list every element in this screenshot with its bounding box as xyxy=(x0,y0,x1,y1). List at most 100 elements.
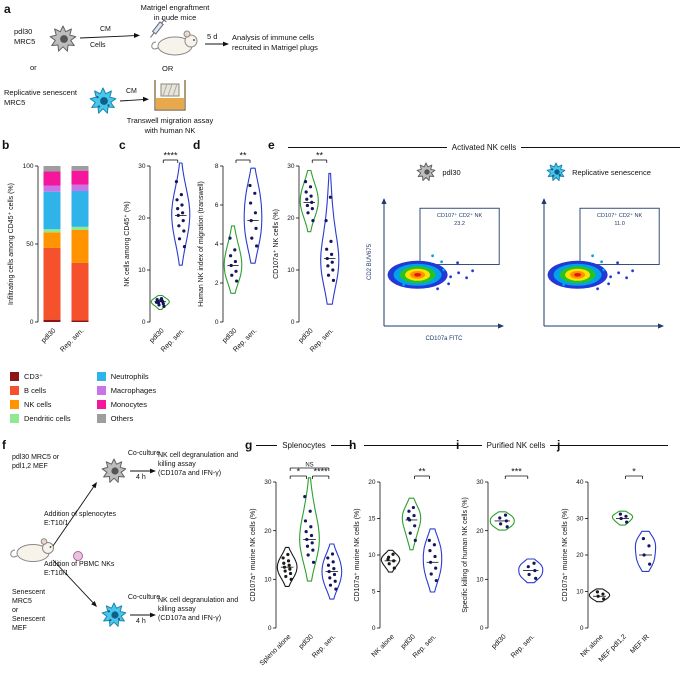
legend-item: Others xyxy=(96,414,156,423)
legend-swatch xyxy=(96,400,106,409)
svg-text:30: 30 xyxy=(264,479,272,486)
svg-text:11.0: 11.0 xyxy=(614,221,624,227)
purified-nk-header-text: Purified NK cells xyxy=(486,441,546,450)
panel-label-e: e xyxy=(268,138,275,152)
legend-label: Others xyxy=(110,414,134,423)
cell-to-mouse-arrow xyxy=(79,33,140,39)
senescent-cell-icon-small xyxy=(546,162,566,181)
legend-column-2: Neutrophils Macrophages Monocytes Others xyxy=(96,372,156,423)
svg-text:20: 20 xyxy=(138,215,146,222)
svg-text:*: * xyxy=(297,467,301,477)
pbmc-icon xyxy=(73,551,83,561)
svg-text:20: 20 xyxy=(368,479,376,486)
panel-label-c: c xyxy=(119,138,126,152)
assay-top-text: NK cell degranulation and killing assay … xyxy=(158,452,239,478)
svg-text:0: 0 xyxy=(580,625,584,632)
cell-to-transwell-arrow xyxy=(119,96,149,102)
mouse-icon xyxy=(151,30,198,56)
legend-item: Monocytes xyxy=(96,400,156,409)
svg-text:10: 10 xyxy=(368,552,376,559)
activated-nk-header-text: Activated NK cells xyxy=(451,143,517,152)
svg-text:CD107a FITC: CD107a FITC xyxy=(425,336,463,342)
svg-text:20: 20 xyxy=(264,528,272,535)
flow-left-title: pdl30 xyxy=(376,162,500,182)
legend-item: NK cells xyxy=(10,400,71,409)
bottom-cells-label: Senescent MRC5 or Senescent MEF xyxy=(12,589,46,633)
svg-text:***: *** xyxy=(511,467,522,477)
hours-bottom-label: 4 h xyxy=(136,618,146,625)
svg-text:40: 40 xyxy=(576,479,584,486)
legend-swatch xyxy=(96,372,106,381)
svg-text:0: 0 xyxy=(215,319,219,326)
legend-swatch xyxy=(10,386,19,395)
cm-label-2: CM xyxy=(126,88,137,95)
svg-text:4: 4 xyxy=(215,241,219,248)
svg-text:Rep. sen.: Rep. sen. xyxy=(311,633,337,659)
svg-text:10: 10 xyxy=(576,589,584,596)
svg-text:NS: NS xyxy=(305,463,313,469)
svg-text:CD107⁺ CD2⁺ NK: CD107⁺ CD2⁺ NK xyxy=(597,212,643,219)
legend-item: Neutrophils xyxy=(96,372,156,381)
svg-text:20: 20 xyxy=(476,528,484,535)
svg-text:****: **** xyxy=(163,151,178,161)
legend-item: B cells xyxy=(10,386,71,395)
svg-text:30: 30 xyxy=(576,516,584,523)
cell-type-legend: CD3⁺ B cells NK cells Dendritic cells Neutr… xyxy=(10,372,156,423)
svg-text:30: 30 xyxy=(287,163,295,170)
panel-label-f: f xyxy=(2,438,6,452)
duration-label: 5 d xyxy=(207,32,218,41)
svg-text:0: 0 xyxy=(142,319,146,326)
legend-label: NK cells xyxy=(24,400,52,409)
coculture-bottom-arrow xyxy=(130,612,156,618)
svg-text:****: **** xyxy=(314,467,329,477)
legend-label: Dendritic cells xyxy=(24,414,71,423)
flow-plot-pdl30: CD107⁺ CD2⁺ NK 23.2 CD2 BUV675 CD107a FITC xyxy=(367,198,504,342)
panel-b-stacked-bar-chart: 0 50 100 Infiltrating cells among CD45⁺ cel… xyxy=(8,163,89,354)
cm-label-1: CM xyxy=(100,26,111,33)
svg-text:10: 10 xyxy=(264,577,272,584)
flow-plot-senescent: CD107⁺ CD2⁺ NK 11.0 xyxy=(541,198,664,329)
legend-column-1: CD3⁺ B cells NK cells Dendritic cells xyxy=(10,372,71,423)
svg-text:0: 0 xyxy=(268,625,272,632)
pdl30-mef-cell-icon xyxy=(101,458,127,483)
svg-text:NK alone: NK alone xyxy=(371,633,396,658)
legend-label: Neutrophils xyxy=(110,372,149,381)
svg-text:pdl30: pdl30 xyxy=(298,327,315,344)
panel-a-schematic xyxy=(79,17,229,111)
legend-label: Monocytes xyxy=(110,400,147,409)
svg-text:NK cells among CD45⁺ (%): NK cells among CD45⁺ (%) xyxy=(124,201,131,286)
legend-label: CD3⁺ xyxy=(24,372,43,381)
svg-text:10: 10 xyxy=(287,267,295,274)
legend-label: B cells xyxy=(24,386,47,395)
svg-text:**: ** xyxy=(418,467,426,477)
hours-top-label: 4 h xyxy=(136,474,146,481)
svg-text:CD107a⁺ murine NK cells (%): CD107a⁺ murine NK cells (%) xyxy=(354,508,361,601)
flow-left-title-text: pdl30 xyxy=(442,167,461,177)
panel-i-violin-chart: 0 10 20 30 Specific killing of human NK cell… xyxy=(462,467,544,660)
pdl30-cell-icon-small xyxy=(416,162,436,181)
svg-text:CD2 BUV675: CD2 BUV675 xyxy=(367,243,373,280)
splenocytes-arrow xyxy=(52,482,97,547)
panel-f-schematic xyxy=(10,468,156,618)
pdl30-cell-icon xyxy=(49,25,77,52)
svg-text:30: 30 xyxy=(138,163,146,170)
splenocytes-label: Addition of splenocytes E:T10/1 xyxy=(44,511,116,528)
svg-text:100: 100 xyxy=(23,163,34,170)
syringe-icon xyxy=(150,17,167,38)
panel-h-violin-chart: 0 5 10 15 20 CD107a⁺ murine NK cells (%) NK al… xyxy=(354,467,443,660)
svg-text:15: 15 xyxy=(368,516,376,523)
svg-text:pdl30: pdl30 xyxy=(298,633,315,650)
pdl30-mrc5-label: pdl30 MRC5 xyxy=(14,27,36,46)
svg-text:5: 5 xyxy=(372,589,376,596)
transwell-caption: Transwell migration assay with human NK xyxy=(126,116,214,135)
legend-item: Macrophages xyxy=(96,386,156,395)
panel-d-violin-chart: 0 2 4 6 8 Human NK index of migration (transw… xyxy=(198,151,263,354)
svg-text:pdl30: pdl30 xyxy=(221,327,238,344)
panel-g-violin-chart: 0 10 20 30 CD107a⁺ murine NK cells (%) Spleno… xyxy=(250,463,343,667)
svg-text:**: ** xyxy=(239,151,247,161)
or-label-2: OR xyxy=(162,64,174,73)
